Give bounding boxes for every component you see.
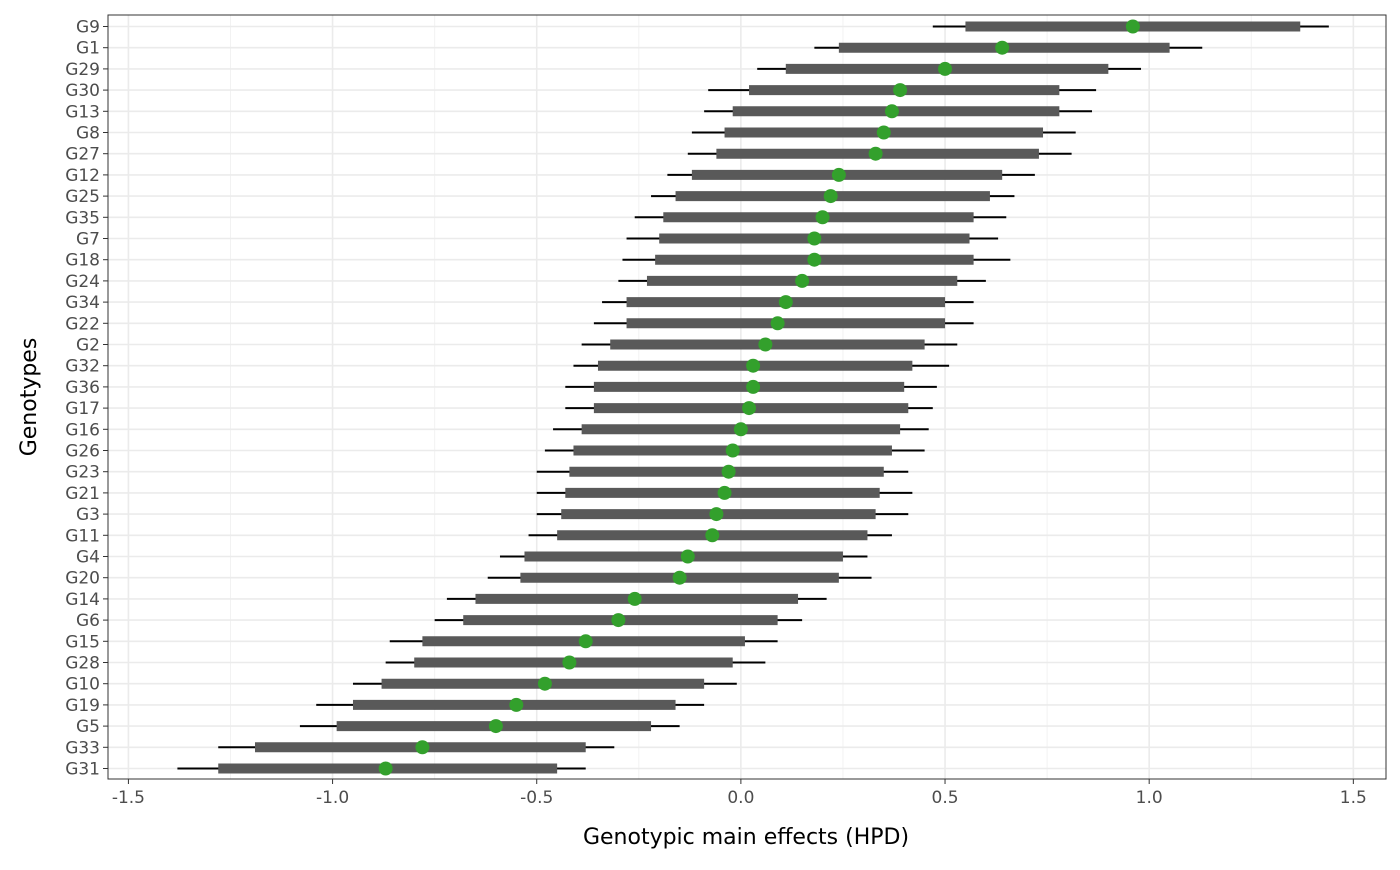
y-tick-label: G11 (65, 526, 100, 546)
y-tick-label: G4 (76, 548, 100, 568)
y-tick-label: G36 (65, 378, 100, 398)
y-tick-label: G21 (65, 484, 100, 504)
estimate-point (733, 422, 748, 437)
estimate-point (725, 443, 740, 458)
x-axis: -1.5 -1.0 -0.5 0.0 0.5 1.0 1.5 (112, 779, 1367, 808)
estimate-point (721, 464, 736, 479)
estimate-point (415, 740, 430, 755)
y-tick-label: G16 (65, 420, 100, 440)
y-tick-label: G30 (65, 81, 100, 101)
estimate-point (778, 295, 793, 310)
y-tick-label: G18 (65, 251, 100, 271)
estimate-point (488, 719, 503, 734)
y-tick-label: G17 (65, 399, 100, 419)
y-tick-label: G6 (76, 611, 100, 631)
x-axis-title: Genotypic main effects (HPD) (583, 825, 909, 850)
y-tick-label: G28 (65, 654, 100, 674)
y-tick-label: G13 (65, 102, 100, 122)
estimate-point (562, 655, 577, 670)
estimate-point (831, 167, 846, 182)
y-tick-label: G20 (65, 569, 100, 589)
y-axis: G9G1G29G30G13G8G27G12G25G35G7G18G24G34G2… (65, 18, 108, 780)
plot-panel (108, 15, 1386, 779)
x-tick-label: 0.0 (727, 788, 754, 808)
estimate-point (807, 252, 822, 267)
estimate-point (717, 485, 732, 500)
x-tick-label: 0.5 (932, 788, 959, 808)
y-tick-label: G31 (65, 760, 100, 780)
estimate-point (1125, 19, 1140, 34)
estimate-point (680, 549, 695, 564)
estimate-point (815, 210, 830, 225)
y-tick-label: G9 (76, 18, 100, 38)
x-tick-label: -0.5 (520, 788, 553, 808)
plot-border (107, 14, 1387, 780)
y-tick-label: G26 (65, 442, 100, 462)
estimate-point (709, 507, 724, 522)
y-tick-label: G8 (76, 124, 100, 144)
estimate-point (746, 379, 761, 394)
y-tick-label: G1 (76, 39, 100, 59)
estimate-point (742, 401, 757, 416)
estimate-point (378, 761, 393, 776)
y-tick-label: G23 (65, 463, 100, 483)
x-tick-label: -1.0 (316, 788, 349, 808)
x-tick-label: -1.5 (112, 788, 145, 808)
y-tick-label: G35 (65, 208, 100, 228)
y-tick-label: G5 (76, 717, 100, 737)
estimate-point (893, 83, 908, 98)
y-tick-label: G7 (76, 230, 100, 250)
y-tick-label: G32 (65, 357, 100, 377)
x-tick-label: 1.0 (1136, 788, 1163, 808)
x-tick-label: 1.5 (1340, 788, 1367, 808)
estimate-point (746, 358, 761, 373)
estimate-point (876, 125, 891, 140)
y-tick-label: G3 (76, 505, 100, 525)
y-tick-label: G19 (65, 696, 100, 716)
y-tick-label: G14 (65, 590, 100, 610)
point-layer (378, 19, 1140, 776)
estimate-point (795, 273, 810, 288)
y-tick-label: G22 (65, 314, 100, 334)
estimate-point (537, 676, 552, 691)
y-tick-label: G24 (65, 272, 100, 292)
y-tick-label: G33 (65, 738, 100, 758)
y-axis-title: Genotypes (17, 338, 42, 457)
estimate-point (938, 61, 953, 76)
y-tick-label: G27 (65, 145, 100, 165)
y-tick-label: G2 (76, 336, 100, 356)
estimate-point (770, 316, 785, 331)
estimate-point (758, 337, 773, 352)
y-tick-label: G10 (65, 675, 100, 695)
estimate-point (868, 146, 883, 161)
estimate-point (611, 613, 626, 628)
estimate-point (627, 591, 642, 606)
estimate-point (705, 528, 720, 543)
y-tick-label: G15 (65, 632, 100, 652)
y-tick-label: G34 (65, 293, 100, 313)
estimate-point (807, 231, 822, 246)
y-tick-label: G12 (65, 166, 100, 186)
estimate-point (509, 697, 524, 712)
estimate-point (823, 189, 838, 204)
estimate-point (995, 40, 1010, 55)
estimate-point (672, 570, 687, 585)
estimate-point (884, 104, 899, 119)
y-tick-label: G25 (65, 187, 100, 207)
estimate-point (578, 634, 593, 649)
y-tick-label: G29 (65, 60, 100, 80)
